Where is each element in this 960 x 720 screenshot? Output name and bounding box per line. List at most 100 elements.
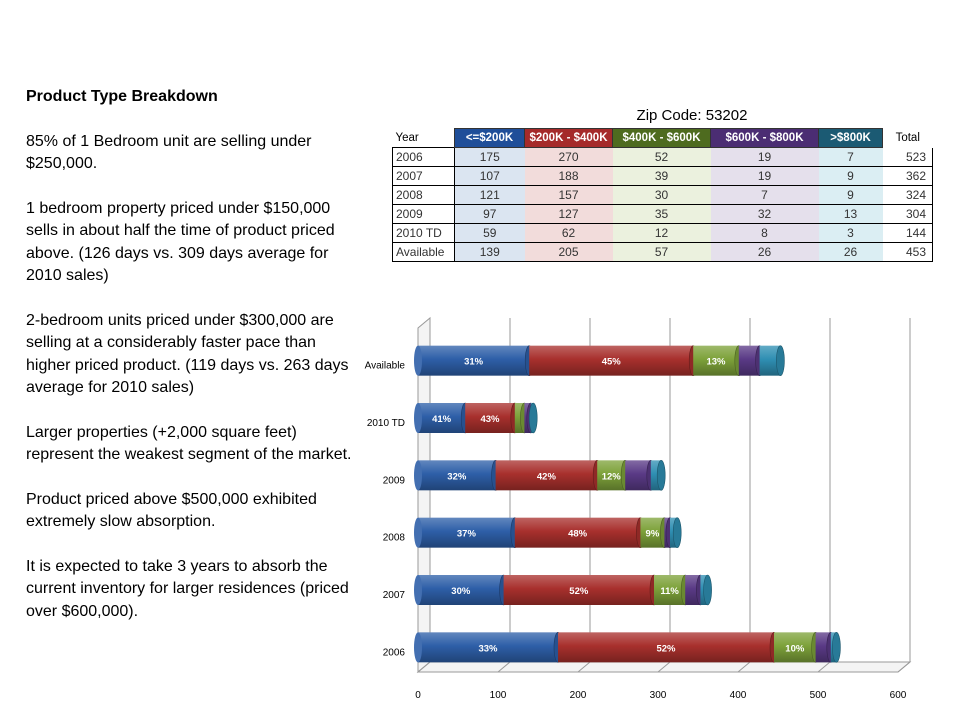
total-cell: 304 [882, 204, 933, 224]
sales-table: Year <=$200K $200K - $400K $400K - $600K $60… [392, 128, 933, 262]
bar-segment [418, 345, 530, 376]
value-cell: 19 [710, 166, 819, 186]
value-cell: 35 [612, 204, 711, 224]
bar-segment-cap [832, 632, 841, 663]
year-cell: 2008 [392, 185, 455, 205]
value-cell: 9 [818, 166, 883, 186]
value-cell: 12 [612, 223, 711, 243]
value-cell: 57 [612, 242, 711, 262]
value-cell: 19 [710, 147, 819, 167]
bar-segment [685, 575, 701, 605]
bar-segment [418, 517, 515, 548]
bar-segment [693, 345, 739, 376]
bar-segment [418, 632, 558, 663]
total-cell: 453 [882, 242, 933, 262]
bar-segment-cap [703, 574, 712, 606]
gridline [417, 661, 431, 673]
year-cell: 2007 [392, 166, 455, 186]
bar-segment [597, 460, 626, 491]
data-label: 52% [569, 586, 589, 597]
bar-segment [815, 632, 831, 663]
value-cell: 52 [612, 147, 711, 167]
data-label: 12% [602, 471, 622, 482]
bar-base-cap [414, 575, 422, 605]
value-cell: 62 [524, 223, 613, 243]
zip-table-section: Zip Code: 53202 Year <=$200K $200K - $400K… [392, 104, 933, 262]
bar-segment [418, 403, 466, 433]
value-cell: 59 [454, 223, 525, 243]
table-row: 2006 175 270 52 19 7 523 [392, 147, 933, 167]
bar-segment [495, 460, 598, 491]
table-row: 2010 TD 59 62 12 8 3 144 [392, 223, 933, 243]
y-category-label: 2010 TD [367, 418, 405, 429]
price-band-header: <=$200K [454, 128, 525, 148]
bar-segment [465, 403, 515, 433]
value-cell: 107 [454, 166, 525, 186]
table-title: Zip Code: 53202 [636, 107, 748, 124]
x-tick-label: 300 [650, 690, 667, 701]
summary-panel: Product Type Breakdown 85% of 1 Bedroom … [26, 86, 354, 645]
summary-heading: Product Type Breakdown [26, 88, 218, 105]
data-label: 42% [537, 471, 557, 482]
bar-segment [418, 575, 504, 605]
y-category-label: 2007 [383, 590, 406, 601]
value-cell: 39 [612, 166, 711, 186]
gridline [737, 661, 751, 673]
total-header: Total [882, 128, 933, 148]
bar-segment [514, 403, 525, 433]
data-label: 10% [785, 643, 805, 654]
bar-segment [650, 460, 662, 491]
data-label: 41% [432, 414, 452, 425]
value-cell: 188 [524, 166, 613, 186]
summary-paragraph: 1 bedroom property priced under $150,000… [26, 199, 335, 285]
data-label: 13% [706, 357, 726, 368]
year-header: Year [392, 128, 455, 148]
value-cell: 175 [454, 147, 525, 167]
data-label: 11% [660, 586, 679, 597]
summary-paragraph: 2-bedroom units priced under $300,000 ar… [26, 311, 349, 397]
gridline [817, 661, 831, 673]
value-cell: 7 [818, 147, 883, 167]
bar-segment [738, 345, 760, 376]
table-row: 2007 107 188 39 19 9 362 [392, 166, 933, 186]
data-label: 45% [602, 357, 622, 368]
bar-segment-cap [672, 517, 682, 548]
table-row: 2008 121 157 30 7 9 324 [392, 185, 933, 205]
value-cell: 127 [524, 204, 613, 224]
summary-paragraph: Larger properties (+2,000 square feet) r… [26, 423, 352, 464]
bar-base-cap [414, 403, 422, 433]
bar-segment-cap [528, 402, 538, 434]
x-tick-label: 400 [730, 690, 747, 701]
data-label: 43% [480, 414, 500, 425]
year-cell: 2006 [392, 147, 455, 167]
bar-segment [418, 460, 496, 491]
value-cell: 8 [710, 223, 819, 243]
value-cell: 97 [454, 204, 525, 224]
y-category-label: Available [365, 361, 406, 372]
gridline [497, 661, 511, 673]
price-band-header: $400K - $600K [612, 128, 711, 148]
table-row: Available 139 205 57 26 26 453 [392, 242, 933, 262]
year-cell: 2009 [392, 204, 455, 224]
bar-segment-cap [656, 460, 666, 491]
data-label: 33% [478, 643, 498, 654]
total-cell: 144 [882, 223, 933, 243]
bar-base-cap [414, 460, 422, 491]
data-label: 32% [447, 471, 467, 482]
year-cell: 2010 TD [392, 223, 455, 243]
data-label: 48% [568, 529, 588, 540]
bar-segment [654, 575, 686, 605]
value-cell: 32 [710, 204, 819, 224]
bar-segment [503, 575, 654, 605]
y-category-label: 2006 [383, 647, 406, 658]
data-label: 52% [656, 643, 676, 654]
bar-base-cap [414, 632, 422, 663]
data-label: 30% [451, 586, 471, 597]
bar-segment [558, 632, 774, 663]
bar-segment [529, 345, 694, 376]
value-cell: 121 [454, 185, 525, 205]
bar-base-cap [414, 517, 422, 548]
total-cell: 324 [882, 185, 933, 205]
value-cell: 270 [524, 147, 613, 167]
gridline [577, 661, 591, 673]
